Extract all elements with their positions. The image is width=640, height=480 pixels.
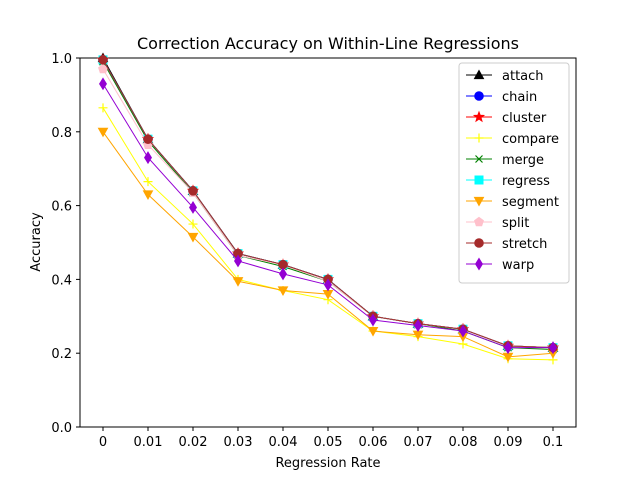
data-point-warp <box>504 341 512 355</box>
legend-label: chain <box>502 90 537 105</box>
legend-marker <box>475 155 483 163</box>
legend-label: cluster <box>502 111 547 126</box>
data-point-warp <box>459 324 467 338</box>
x-tick-label: 0.08 <box>449 435 478 450</box>
legend-label: warp <box>502 258 534 273</box>
legend-item-merge: merge <box>466 153 544 168</box>
data-point-warp <box>279 267 287 281</box>
data-point-segment <box>232 277 244 287</box>
legend-label: compare <box>502 132 559 147</box>
data-point-segment <box>367 326 379 337</box>
legend-marker <box>474 175 484 185</box>
legend-marker <box>474 91 484 101</box>
legend-label: split <box>502 216 529 231</box>
legend-item-warp: warp <box>466 257 534 273</box>
y-tick-label: 0.2 <box>51 347 72 362</box>
data-point-warp <box>189 200 197 214</box>
x-tick-label: 0.01 <box>134 435 163 450</box>
data-point-segment <box>187 232 199 243</box>
legend-item-stretch: stretch <box>466 237 547 252</box>
legend-marker <box>473 69 485 80</box>
x-tick-label: 0.07 <box>404 435 433 450</box>
legend-label: stretch <box>502 237 547 252</box>
legend-marker <box>474 133 484 143</box>
data-point-stretch <box>143 134 153 144</box>
legend-marker <box>472 110 486 123</box>
legend-label: merge <box>502 153 544 168</box>
legend: attach chain cluster compare merge regress seg… <box>458 62 570 284</box>
data-point-stretch <box>98 55 108 65</box>
x-axis: 0 0.01 0.02 0.03 0.04 0.05 0.06 0.07 0.08 0.09 0.1 <box>99 427 563 450</box>
data-point-warp <box>369 313 377 327</box>
data-point-warp <box>144 151 152 165</box>
legend-item-segment: segment <box>466 195 559 210</box>
y-axis-label: Accuracy <box>29 212 44 272</box>
data-point-warp <box>549 341 557 355</box>
data-point-segment <box>97 127 109 138</box>
data-point-warp <box>99 77 107 91</box>
y-tick-label: 0.4 <box>51 273 72 288</box>
y-tick-label: 0.0 <box>51 421 72 436</box>
legend-marker <box>474 238 484 248</box>
legend-item-cluster: cluster <box>466 110 547 126</box>
legend-item-regress: regress <box>466 174 550 189</box>
y-tick-label: 1.0 <box>51 52 72 67</box>
data-point-stretch <box>188 186 198 196</box>
legend-item-attach: attach <box>466 69 544 84</box>
data-point-segment <box>142 190 154 201</box>
legend-marker <box>475 257 483 271</box>
series-layer <box>96 52 560 365</box>
x-tick-label: 0 <box>99 435 107 450</box>
x-tick-label: 0.03 <box>224 435 253 450</box>
legend-marker <box>474 216 484 227</box>
legend-label: regress <box>502 174 550 189</box>
data-point-compare <box>188 219 198 229</box>
x-axis-label: Regression Rate <box>275 456 380 471</box>
chart-title: Correction Accuracy on Within-Line Regre… <box>137 34 519 53</box>
legend-item-split: split <box>466 216 529 231</box>
x-tick-label: 0.02 <box>179 435 208 450</box>
x-tick-label: 0.06 <box>359 435 388 450</box>
legend-marker <box>473 196 485 207</box>
series-warp <box>99 77 557 355</box>
x-tick-label: 0.04 <box>269 435 298 450</box>
legend-label: attach <box>502 69 544 84</box>
y-tick-label: 0.8 <box>51 126 72 141</box>
data-point-compare <box>98 103 108 113</box>
data-point-warp <box>414 319 422 332</box>
x-tick-label: 0.1 <box>543 435 564 450</box>
data-point-warp <box>234 254 242 268</box>
data-point-segment <box>277 286 289 296</box>
data-point-compare <box>143 177 153 187</box>
y-tick-label: 0.6 <box>51 200 72 215</box>
legend-box <box>458 62 570 284</box>
data-point-warp <box>324 278 332 292</box>
y-axis: 0.0 0.2 0.4 0.6 0.8 1.0 <box>51 52 80 436</box>
legend-item-chain: chain <box>466 90 537 105</box>
legend-item-compare: compare <box>466 132 559 147</box>
x-tick-label: 0.09 <box>494 435 523 450</box>
legend-label: segment <box>502 195 559 210</box>
x-tick-label: 0.05 <box>314 435 343 450</box>
